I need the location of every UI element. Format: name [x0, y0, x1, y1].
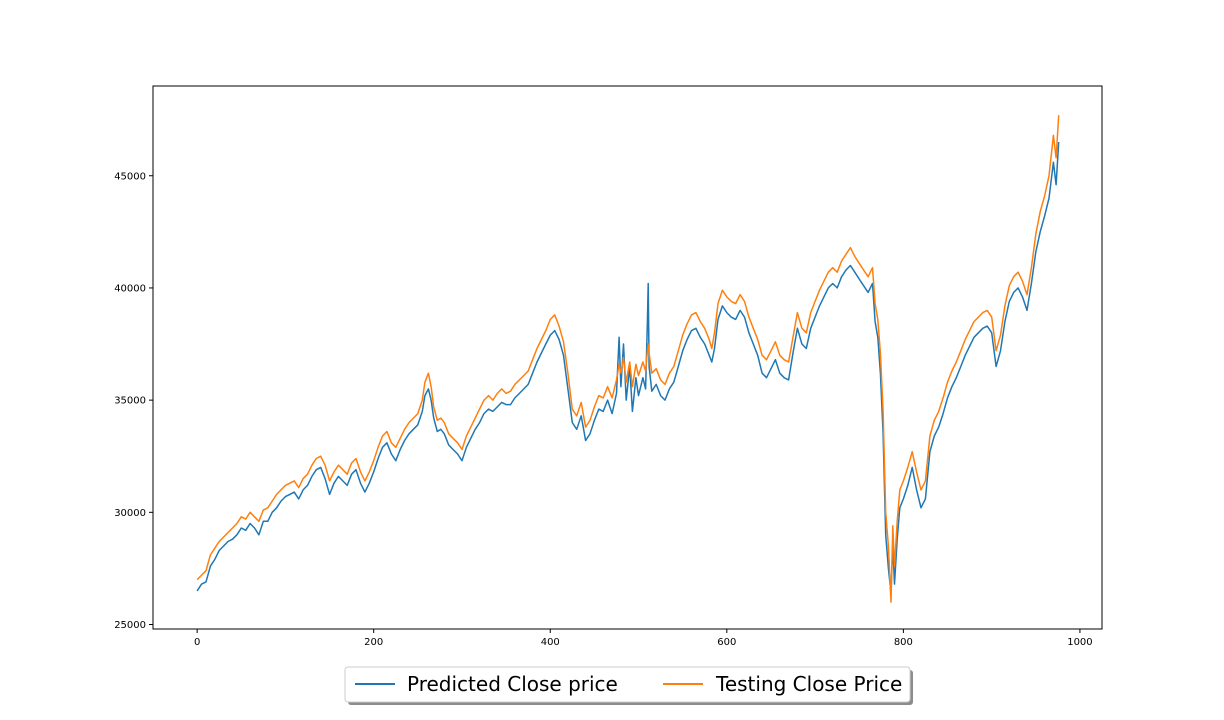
x-tick-label: 1000	[1067, 637, 1092, 648]
y-axis: 25000 30000 35000 40000 45000	[114, 171, 153, 631]
x-tick-label: 600	[717, 637, 736, 648]
series-line-predicted	[196, 142, 1060, 594]
x-axis: 0 200 400 600 800 1000	[194, 629, 1093, 648]
series-line-testing	[196, 115, 1060, 603]
x-tick-label: 200	[364, 637, 383, 648]
axes-frame	[152, 85, 1103, 630]
y-tick-label: 35000	[114, 396, 146, 407]
y-tick-label: 30000	[114, 508, 146, 519]
x-tick-label: 800	[894, 637, 913, 648]
y-tick-label: 25000	[114, 620, 146, 631]
x-tick-label: 400	[541, 637, 560, 648]
plot-area	[152, 85, 1103, 630]
legend: Predicted Close price Testing Close Pric…	[344, 666, 913, 705]
legend-label-testing: Testing Close Price	[715, 672, 902, 696]
x-tick-label: 0	[194, 637, 200, 648]
legend-box	[344, 666, 911, 703]
series-layer	[196, 115, 1060, 603]
y-tick-label: 45000	[114, 171, 146, 182]
legend-label-predicted: Predicted Close price	[407, 672, 618, 696]
y-tick-label: 40000	[114, 283, 146, 294]
